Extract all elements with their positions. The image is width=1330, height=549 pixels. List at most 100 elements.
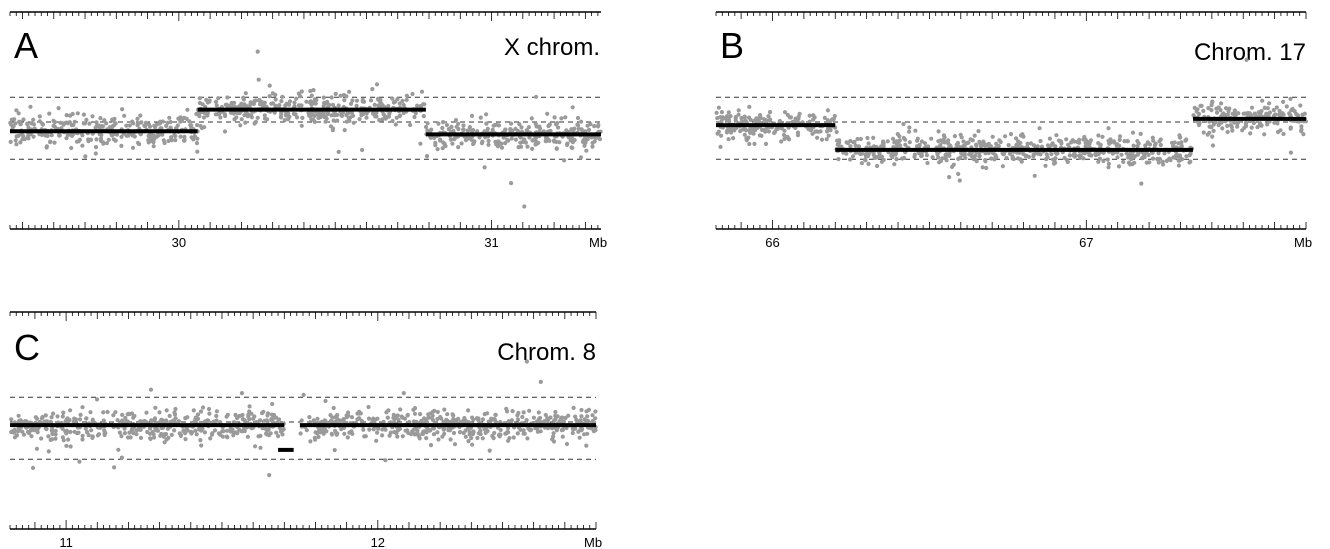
data-point (44, 144, 50, 149)
data-point (533, 135, 539, 140)
data-point (571, 127, 576, 132)
data-point (983, 158, 988, 163)
data-point (782, 136, 787, 142)
data-point (536, 410, 541, 415)
data-point (1077, 137, 1082, 142)
data-point (1088, 138, 1094, 143)
data-point (1284, 104, 1289, 109)
data-point (1147, 142, 1153, 147)
data-point (104, 121, 109, 126)
data-point (1117, 137, 1122, 142)
tick-label-66: 66 (765, 235, 779, 250)
data-point (997, 138, 1002, 143)
data-point (1243, 120, 1249, 125)
data-point (227, 103, 232, 109)
data-point (206, 406, 212, 412)
data-point (202, 430, 207, 435)
data-point (1301, 132, 1306, 137)
data-point (385, 415, 390, 420)
data-point (294, 115, 300, 120)
data-point (545, 111, 550, 116)
data-point (961, 139, 966, 144)
data-point (376, 426, 381, 431)
data-point (393, 416, 398, 421)
data-point (1205, 132, 1210, 137)
data-point (1035, 151, 1040, 156)
data-point (151, 140, 156, 145)
data-point (1106, 161, 1111, 166)
data-point (64, 443, 69, 448)
data-point (544, 418, 550, 423)
data-point (1196, 111, 1202, 117)
data-point (249, 115, 254, 120)
data-point (90, 435, 95, 440)
data-point (582, 417, 587, 422)
data-point (142, 419, 147, 424)
data-point (463, 434, 468, 439)
data-point (1265, 122, 1270, 127)
data-point (195, 412, 201, 417)
data-point (879, 154, 885, 159)
data-point (1162, 151, 1167, 156)
data-point (926, 144, 931, 149)
data-point (324, 429, 329, 434)
data-point (43, 413, 48, 418)
data-point (431, 432, 437, 437)
data-point (383, 458, 388, 463)
data-point (1131, 143, 1136, 148)
data-point (716, 105, 722, 110)
data-point (1156, 160, 1161, 165)
data-point (1164, 158, 1169, 163)
data-point (256, 77, 261, 82)
data-point (321, 431, 326, 436)
data-point (592, 124, 597, 129)
data-point (1116, 164, 1122, 169)
data-point (742, 114, 747, 119)
data-point (239, 117, 244, 122)
data-point (563, 115, 568, 120)
data-point (1039, 144, 1045, 149)
data-point (1225, 129, 1230, 135)
data-point (165, 426, 170, 431)
data-point (53, 432, 58, 437)
data-point (152, 133, 157, 138)
data-point (421, 114, 426, 119)
data-point (1119, 152, 1124, 157)
data-point (1220, 111, 1225, 117)
data-point (1275, 129, 1281, 135)
data-point (442, 431, 447, 436)
data-point (197, 96, 202, 101)
data-point (307, 415, 312, 420)
data-point (292, 100, 297, 105)
data-point (421, 429, 426, 434)
data-point (559, 116, 564, 121)
data-point (1014, 142, 1019, 147)
data-point (360, 147, 365, 153)
data-point (480, 436, 485, 441)
data-point (919, 153, 925, 158)
data-point (60, 426, 65, 431)
data-point (248, 102, 253, 107)
data-point (146, 138, 151, 143)
data-point (404, 93, 409, 98)
data-point (570, 136, 575, 141)
data-point (1070, 138, 1075, 143)
data-point (881, 141, 886, 146)
data-point (142, 123, 147, 128)
data-point (714, 110, 719, 115)
data-point (429, 415, 434, 421)
data-point (65, 429, 70, 434)
data-point (781, 132, 787, 138)
data-point (525, 436, 530, 441)
data-point (344, 415, 349, 420)
data-point (216, 96, 221, 101)
data-point (300, 115, 305, 120)
data-point (357, 416, 362, 421)
data-point (1240, 128, 1245, 133)
data-point (464, 419, 469, 424)
data-point (247, 409, 252, 414)
data-point (339, 427, 344, 432)
data-point (1243, 124, 1249, 129)
data-point (410, 429, 415, 434)
data-point (43, 133, 48, 138)
